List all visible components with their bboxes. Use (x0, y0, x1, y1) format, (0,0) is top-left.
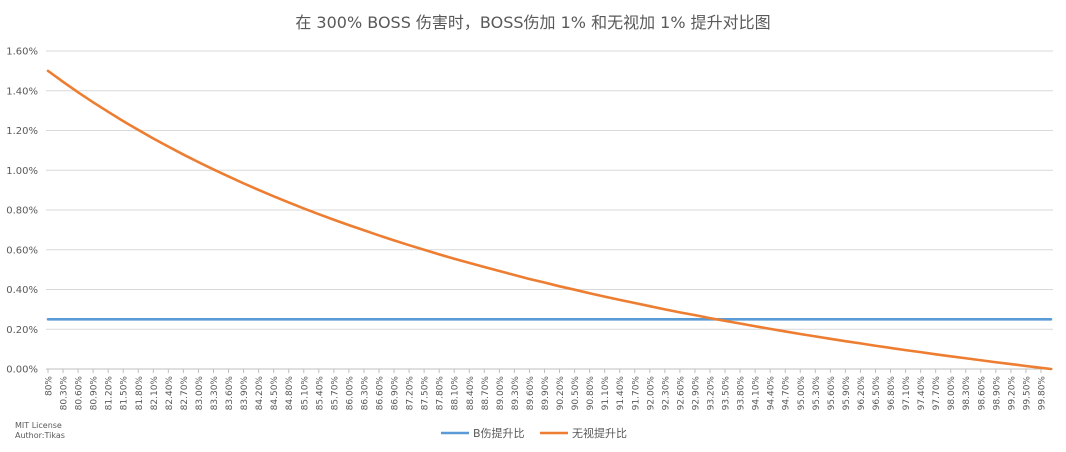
x-tick-label: 98.60% (977, 376, 987, 411)
x-tick-label: 81.50% (120, 376, 130, 411)
x-tick-label: 83.30% (210, 376, 220, 411)
author-text: Author:Tikas (15, 431, 65, 440)
y-tick-label: 0.40% (6, 285, 38, 296)
legend: B伤提升比 无视提升比 (441, 426, 627, 440)
x-tick-label: 93.80% (737, 376, 747, 411)
x-tick-label: 93.20% (706, 376, 716, 411)
x-axis-tick-labels: 80% 80.30% 80.60% 80.90% 81.20% 81.50% 81.80% 8… (45, 369, 1047, 411)
x-tick-label: 88.10% (451, 376, 461, 411)
x-tick-label: 95.30% (812, 376, 822, 411)
legend-label: B伤提升比 (473, 427, 525, 440)
x-tick-label: 94.40% (767, 376, 777, 411)
x-tick-label: 86.30% (360, 376, 370, 411)
x-tick-label: 82.10% (150, 376, 160, 411)
x-tick-label: 90.80% (586, 376, 596, 411)
x-tick-label: 88.70% (481, 376, 491, 411)
license-text: MIT License (15, 421, 62, 430)
x-tick-label: 90.20% (556, 376, 566, 411)
y-tick-label: 1.00% (6, 166, 38, 177)
x-tick-label: 80.60% (75, 376, 85, 411)
x-tick-label: 81.80% (135, 376, 145, 411)
x-tick-label: 99.50% (1022, 376, 1032, 411)
legend-item-boss-damage: B伤提升比 (441, 427, 525, 440)
x-tick-label: 83.00% (195, 376, 205, 411)
x-tick-label: 98.00% (947, 376, 957, 411)
x-tick-label: 96.80% (887, 376, 897, 411)
x-tick-label: 92.60% (676, 376, 686, 411)
y-tick-label: 1.20% (6, 126, 38, 137)
x-tick-label: 82.70% (180, 376, 190, 411)
x-tick-label: 98.90% (992, 376, 1002, 411)
x-tick-label: 94.70% (782, 376, 792, 411)
x-tick-label: 94.10% (752, 376, 762, 411)
y-tick-label: 0.60% (6, 245, 38, 256)
x-tick-label: 86.60% (375, 376, 385, 411)
x-tick-label: 81.20% (105, 376, 115, 411)
x-tick-label: 80.30% (60, 376, 70, 411)
x-tick-label: 84.50% (270, 376, 280, 411)
y-tick-label: 0.20% (6, 325, 38, 336)
series-lines (46, 69, 1053, 371)
x-tick-label: 92.90% (691, 376, 701, 411)
x-tick-label: 98.30% (962, 376, 972, 411)
legend-label: 无视提升比 (572, 426, 627, 440)
x-tick-label: 88.40% (466, 376, 476, 411)
x-tick-label: 95.00% (797, 376, 807, 411)
x-tick-label: 89.90% (541, 376, 551, 411)
chart-title: 在 300% BOSS 伤害时，BOSS伤加 1% 和无视加 1% 提升对比图 (295, 13, 770, 32)
x-tick-label: 89.00% (496, 376, 506, 411)
x-tick-label: 87.80% (436, 376, 446, 411)
y-tick-label: 0.00% (6, 365, 38, 376)
x-tick-label: 93.50% (722, 376, 732, 411)
x-tick-label: 91.70% (631, 376, 641, 411)
x-tick-label: 86.90% (391, 376, 401, 411)
y-tick-label: 1.40% (6, 86, 38, 97)
x-tick-label: 97.70% (932, 376, 942, 411)
x-tick-label: 85.10% (300, 376, 310, 411)
x-tick-label: 87.50% (421, 376, 431, 411)
y-tick-label: 0.80% (6, 206, 38, 217)
y-tick-label: 1.60% (6, 47, 38, 58)
x-tick-label: 84.20% (255, 376, 265, 411)
y-axis-tick-labels: 0.00% 0.20% 0.40% 0.60% 0.80% 1.00% 1.20% 1.40%… (6, 47, 38, 376)
x-tick-label: 99.80% (1037, 376, 1047, 411)
x-tick-label: 83.60% (225, 376, 235, 411)
x-tick-label: 89.60% (526, 376, 536, 411)
footer: MIT License Author:Tikas (15, 421, 65, 440)
x-tick-label: 99.20% (1007, 376, 1017, 411)
y-gridlines (46, 50, 1053, 370)
x-tick-label: 85.70% (330, 376, 340, 411)
x-tick-label: 97.10% (902, 376, 912, 411)
x-tick-label: 86.00% (345, 376, 355, 411)
x-tick-label: 82.40% (165, 376, 175, 411)
x-tick-label: 85.40% (315, 376, 325, 411)
x-tick-label: 91.40% (616, 376, 626, 411)
series-line-ignore-defense (46, 69, 1053, 371)
legend-item-ignore-defense: 无视提升比 (540, 426, 627, 440)
x-tick-label: 89.30% (511, 376, 521, 411)
x-tick-label: 80% (45, 376, 55, 396)
x-tick-label: 97.40% (917, 376, 927, 411)
x-tick-label: 95.60% (827, 376, 837, 411)
x-tick-label: 87.20% (406, 376, 416, 411)
x-tick-label: 91.10% (601, 376, 611, 411)
x-tick-label: 96.20% (857, 376, 867, 411)
x-tick-label: 92.30% (661, 376, 671, 411)
x-tick-label: 84.80% (285, 376, 295, 411)
x-tick-label: 92.00% (646, 376, 656, 411)
x-tick-label: 83.90% (240, 376, 250, 411)
x-tick-label: 80.90% (90, 376, 100, 411)
x-tick-label: 95.90% (842, 376, 852, 411)
x-tick-label: 90.50% (571, 376, 581, 411)
x-tick-label: 96.50% (872, 376, 882, 411)
